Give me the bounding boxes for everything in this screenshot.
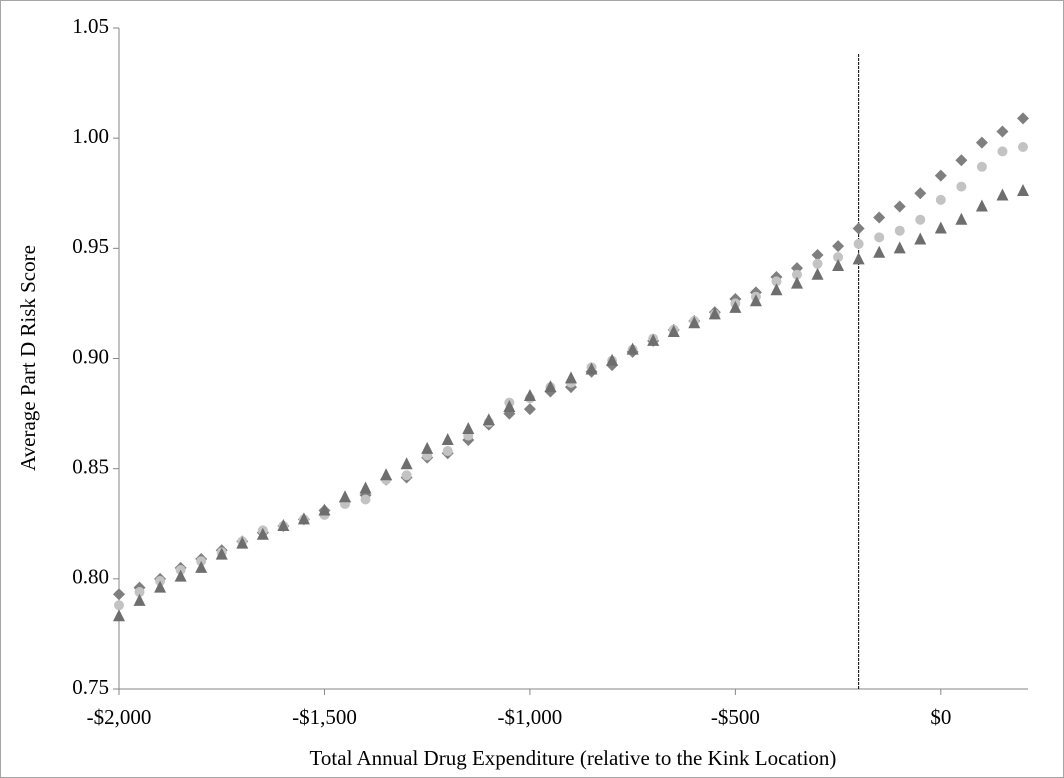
y-tick-label: 1.05 xyxy=(72,14,109,38)
point xyxy=(647,333,660,346)
point xyxy=(914,232,927,245)
point xyxy=(914,187,927,200)
point xyxy=(873,245,886,258)
point xyxy=(688,316,701,329)
point xyxy=(421,441,434,454)
x-tick-label: -$2,000 xyxy=(87,705,152,729)
point xyxy=(873,211,886,224)
point xyxy=(791,276,803,289)
point xyxy=(360,494,371,505)
point xyxy=(833,252,844,263)
x-tick-label: -$1,000 xyxy=(498,705,563,729)
point xyxy=(955,154,968,167)
point xyxy=(770,283,783,296)
point xyxy=(811,267,824,280)
x-tick-label: -$1,500 xyxy=(292,705,357,729)
point xyxy=(195,560,208,573)
point xyxy=(935,194,946,205)
x-axis-label: Total Annual Drug Expenditure (relative … xyxy=(310,746,837,770)
point xyxy=(832,258,845,271)
y-tick-label: 0.95 xyxy=(72,234,109,258)
point xyxy=(174,569,187,582)
point xyxy=(975,136,988,149)
point xyxy=(626,342,639,355)
point xyxy=(339,490,351,503)
point xyxy=(482,413,495,426)
point xyxy=(749,294,762,307)
point xyxy=(771,276,782,287)
point xyxy=(523,403,536,416)
point xyxy=(729,300,742,313)
point xyxy=(442,446,453,457)
point xyxy=(277,518,290,531)
point xyxy=(359,481,372,494)
point xyxy=(441,433,454,446)
point xyxy=(606,353,619,366)
point xyxy=(236,536,249,549)
point xyxy=(893,241,906,254)
point xyxy=(1017,184,1029,197)
point xyxy=(934,221,947,234)
point xyxy=(853,238,864,249)
point xyxy=(256,527,269,540)
point xyxy=(1017,112,1029,125)
point xyxy=(812,258,823,269)
point xyxy=(976,161,987,172)
point xyxy=(380,468,393,481)
y-tick-label: 0.80 xyxy=(72,565,109,589)
point xyxy=(852,252,865,265)
y-tick-label: 0.85 xyxy=(72,454,109,478)
point xyxy=(154,580,167,593)
point xyxy=(852,222,865,235)
point xyxy=(874,232,885,243)
y-axis-label: Average Part D Risk Score xyxy=(16,245,40,471)
point xyxy=(708,307,721,320)
point xyxy=(400,457,413,470)
point xyxy=(955,212,968,225)
point xyxy=(975,199,988,212)
point xyxy=(811,248,824,261)
point xyxy=(894,225,905,236)
point xyxy=(544,380,557,393)
point xyxy=(996,125,1009,138)
point xyxy=(934,169,947,182)
point xyxy=(565,371,577,384)
point xyxy=(915,214,926,225)
point xyxy=(215,547,228,560)
x-tick-label: $0 xyxy=(930,705,951,729)
point xyxy=(585,362,598,375)
point xyxy=(996,188,1009,201)
point xyxy=(503,399,516,412)
point xyxy=(956,181,967,192)
y-tick-label: 0.90 xyxy=(72,344,109,368)
point xyxy=(134,587,145,598)
point xyxy=(523,388,536,401)
y-tick-label: 1.00 xyxy=(72,124,109,148)
point xyxy=(893,200,906,213)
point xyxy=(1018,141,1028,152)
point xyxy=(462,422,475,435)
point xyxy=(667,325,680,338)
point xyxy=(113,609,125,622)
point xyxy=(318,503,331,516)
point xyxy=(113,588,125,601)
point xyxy=(832,240,845,253)
point xyxy=(792,269,802,280)
point xyxy=(401,470,412,481)
point xyxy=(114,600,124,611)
point xyxy=(997,146,1008,157)
y-tick-label: 0.75 xyxy=(72,675,109,699)
x-tick-label: -$500 xyxy=(711,705,760,729)
point xyxy=(133,593,146,606)
point xyxy=(297,512,310,525)
